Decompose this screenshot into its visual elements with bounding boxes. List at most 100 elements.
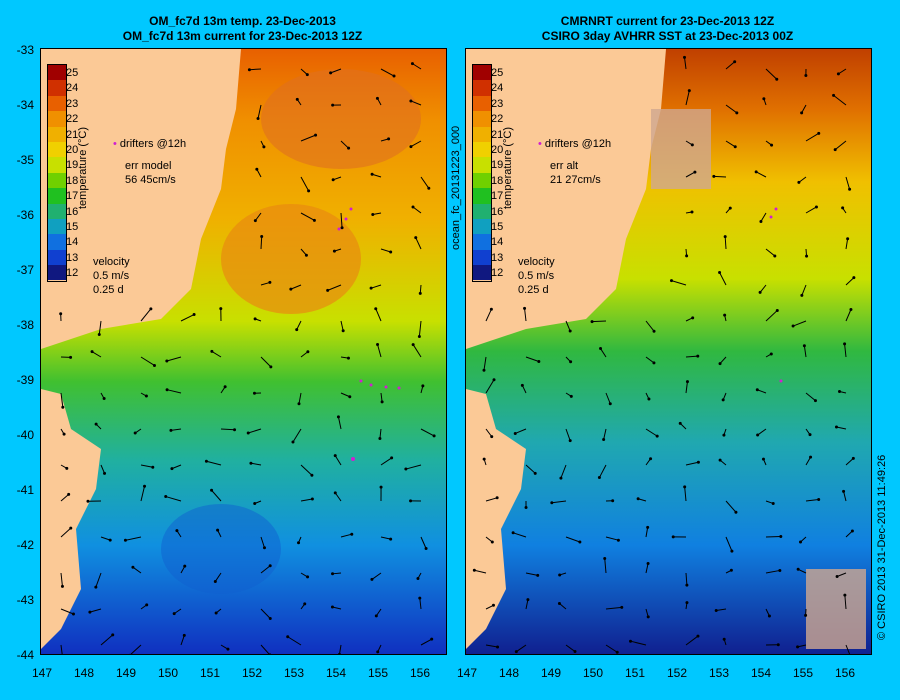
current-arrow-head xyxy=(723,235,727,239)
current-arrow-head xyxy=(691,316,695,320)
current-arrow-head xyxy=(851,456,855,460)
current-arrow xyxy=(300,498,313,502)
latitude-tick-label: -43 xyxy=(16,593,34,607)
left-err-note: err model 56 45cm/s xyxy=(125,159,176,187)
drifter-tracks xyxy=(769,207,783,383)
longitude-tick-label: 152 xyxy=(666,666,688,680)
current-arrow-head xyxy=(495,496,499,500)
current-arrow xyxy=(755,171,767,178)
current-arrow-head xyxy=(728,206,732,210)
current-arrow-head xyxy=(721,398,725,402)
latitude-tick-label: -44 xyxy=(16,648,34,662)
longitude-tick-label: 148 xyxy=(498,666,520,680)
current-arrow-head xyxy=(836,72,840,76)
current-arrow xyxy=(100,464,105,474)
current-arrow-head xyxy=(489,307,493,311)
colorbar-swatch xyxy=(473,141,491,158)
colorbar-swatch xyxy=(48,95,66,112)
current-arrow-head xyxy=(482,457,486,461)
current-arrow xyxy=(605,606,622,610)
colorbar-swatch xyxy=(48,172,66,189)
current-arrow-head xyxy=(712,174,716,178)
current-arrow xyxy=(805,456,811,466)
current-arrow-head xyxy=(838,390,842,394)
current-arrow-head xyxy=(850,529,854,533)
current-arrow xyxy=(565,320,571,332)
right-title-line2: CSIRO 3day AVHRR SST at 23-Dec-2013 00Z xyxy=(541,29,794,43)
current-arrow-head xyxy=(62,432,66,436)
colorbar-swatch xyxy=(473,126,491,142)
current-arrow xyxy=(765,248,776,257)
left-map-svg xyxy=(41,49,446,654)
current-arrow xyxy=(725,500,737,513)
colorbar-swatch xyxy=(473,218,491,235)
current-arrow-head xyxy=(326,288,330,292)
current-arrow-head xyxy=(682,55,686,59)
current-arrow xyxy=(845,644,851,654)
current-arrow xyxy=(249,68,262,71)
left-map-panel[interactable]: 25 24 23 22 21 20 19 18 17 16 15 14 13 12 temperature… xyxy=(40,48,447,655)
current-arrow-head xyxy=(722,637,726,641)
current-arrow xyxy=(377,344,382,358)
current-arrow xyxy=(713,175,727,178)
current-arrow-head xyxy=(775,308,779,312)
current-arrow-head xyxy=(557,601,561,605)
colorbar-swatch xyxy=(473,80,491,96)
current-arrow-head xyxy=(513,431,517,435)
current-arrow-head xyxy=(569,394,573,398)
current-arrow xyxy=(605,392,611,404)
current-arrow-head xyxy=(773,254,777,258)
current-arrow-head xyxy=(491,603,495,607)
latitude-tick-label: -38 xyxy=(16,318,34,332)
current-arrow xyxy=(140,356,155,366)
current-arrow-head xyxy=(369,286,373,290)
right-map-panel[interactable]: 25 24 23 22 21 20 19 18 17 16 15 14 13 12 temperature… xyxy=(465,48,872,655)
colorbar-swatch xyxy=(48,218,66,235)
current-arrow-head xyxy=(696,354,700,358)
current-arrow-head xyxy=(735,111,739,115)
current-arrow xyxy=(719,272,727,286)
latitude-tick-label: -42 xyxy=(16,538,34,552)
current-arrow xyxy=(260,281,271,286)
current-arrow-head xyxy=(597,476,601,480)
latitude-tick-label: -34 xyxy=(16,98,34,112)
current-arrow xyxy=(605,536,619,541)
current-arrow xyxy=(248,428,262,434)
current-arrow-head xyxy=(175,529,179,533)
current-arrow-head xyxy=(331,178,335,182)
current-arrow-head xyxy=(256,116,260,120)
current-arrow xyxy=(132,566,142,574)
longitude-tick-label: 155 xyxy=(792,666,814,680)
current-arrow xyxy=(630,640,647,646)
current-arrow xyxy=(725,61,735,70)
drifter-tracks xyxy=(337,207,401,461)
colorbar-swatch xyxy=(48,80,66,96)
current-arrow-head xyxy=(183,564,187,568)
current-arrow-head xyxy=(103,471,107,475)
current-arrow-head xyxy=(94,422,98,426)
current-arrow xyxy=(100,634,114,646)
current-arrow xyxy=(725,104,738,114)
current-arrow-head xyxy=(165,388,169,392)
current-arrow-head xyxy=(804,74,808,78)
current-arrow-head xyxy=(421,384,425,388)
colorbar-tick-label: 16 xyxy=(491,205,504,218)
left-velocity-label: velocity xyxy=(93,256,130,268)
colorbar-swatch xyxy=(48,157,66,173)
current-arrow xyxy=(845,457,854,466)
current-arrow-head xyxy=(729,568,733,572)
ocean-area xyxy=(41,49,446,654)
current-arrow-head xyxy=(375,96,379,100)
current-arrow-head xyxy=(514,650,518,654)
current-arrow-head xyxy=(771,501,775,505)
current-arrow xyxy=(420,638,432,646)
current-arrow-head xyxy=(834,425,838,429)
current-arrow-head xyxy=(152,363,156,367)
current-arrow xyxy=(834,140,847,150)
copyright-label: © CSIRO 2013 31-Dec-2013 11:49:26 xyxy=(876,454,888,640)
current-arrow xyxy=(300,176,310,192)
current-arrow-head xyxy=(550,501,554,505)
current-arrow-head xyxy=(310,497,314,501)
current-arrow-head xyxy=(247,68,251,72)
current-arrow-head xyxy=(411,343,415,347)
